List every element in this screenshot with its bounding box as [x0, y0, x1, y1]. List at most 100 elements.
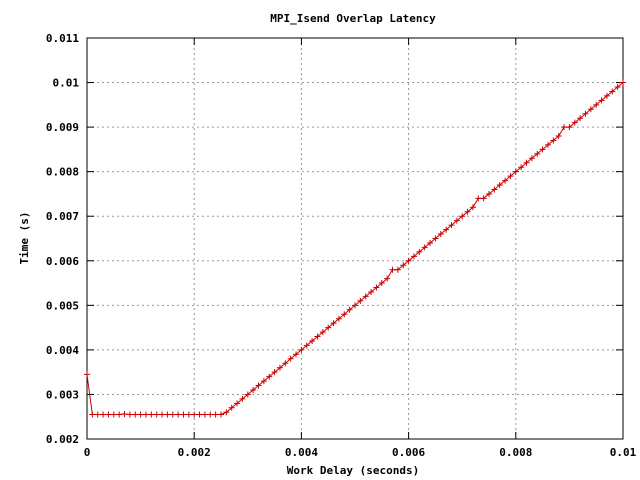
- data-point: [250, 386, 257, 393]
- data-point: [352, 302, 358, 309]
- data-point: [137, 411, 144, 418]
- data-point: [368, 288, 375, 295]
- data-point: [410, 253, 417, 260]
- data-point: [169, 411, 176, 418]
- data-point: [303, 342, 310, 349]
- data-point: [357, 297, 364, 304]
- data-point: [362, 293, 369, 300]
- data-point: [443, 226, 450, 233]
- data-point: [566, 124, 573, 131]
- data-point: [276, 364, 283, 371]
- data-point: [502, 177, 509, 184]
- data-point: [394, 266, 401, 273]
- data-point: [405, 257, 412, 264]
- data-point: [223, 409, 230, 416]
- data-point: [469, 204, 476, 211]
- y-tick-label: 0.01: [53, 77, 80, 90]
- data-point: [341, 311, 348, 318]
- data-point: [121, 411, 128, 418]
- data-point: [437, 231, 444, 238]
- data-point: [330, 320, 337, 327]
- data-point: [100, 411, 107, 418]
- data-point: [384, 275, 391, 282]
- data-point: [416, 248, 423, 255]
- data-point: [561, 124, 568, 131]
- y-tick-label: 0.002: [46, 433, 79, 446]
- data-point: [593, 101, 600, 108]
- data-point: [523, 159, 530, 166]
- data-point: [378, 280, 385, 287]
- y-axis-label: Time (s): [18, 212, 31, 265]
- data-point: [539, 146, 546, 153]
- data-point: [609, 88, 616, 95]
- data-point: [142, 411, 149, 418]
- series-layer: [84, 79, 626, 418]
- data-point: [191, 411, 198, 418]
- data-point: [491, 186, 498, 193]
- data-point: [255, 382, 262, 389]
- data-point: [544, 141, 551, 148]
- data-point: [448, 222, 455, 229]
- data-point: [175, 411, 182, 418]
- data-point: [110, 411, 117, 418]
- data-point: [201, 411, 208, 418]
- data-point: [239, 395, 246, 402]
- data-point: [234, 400, 241, 407]
- data-point: [148, 411, 155, 418]
- y-tick-label: 0.011: [46, 32, 79, 45]
- data-point: [507, 173, 514, 180]
- data-point: [603, 92, 610, 99]
- data-point: [528, 155, 535, 162]
- data-point: [459, 213, 466, 220]
- data-point: [389, 266, 396, 273]
- data-point: [212, 411, 219, 418]
- data-point: [512, 168, 519, 175]
- data-point: [196, 411, 203, 418]
- data-point: [116, 411, 123, 418]
- y-tick-label: 0.009: [46, 121, 79, 134]
- data-point: [400, 262, 407, 269]
- data-point: [105, 411, 112, 418]
- data-point: [587, 106, 594, 113]
- x-axis-ticks: 0 0.002 0.004 0.006 0.008 0.01: [84, 38, 637, 459]
- data-point: [475, 195, 482, 202]
- data-point: [207, 411, 214, 418]
- x-tick-label: 0.008: [499, 446, 532, 459]
- data-point: [282, 360, 289, 367]
- grid: [87, 38, 623, 439]
- y-axis-ticks: 0.002 0.003 0.004 0.005 0.006 0.007 0.008 0.009…: [46, 32, 623, 446]
- data-point: [496, 182, 503, 189]
- y-tick-label: 0.008: [46, 166, 79, 179]
- data-point: [132, 411, 139, 418]
- data-point: [298, 346, 305, 353]
- data-point: [266, 373, 273, 380]
- data-point: [555, 133, 562, 140]
- data-point: [94, 411, 101, 418]
- data-point: [260, 378, 267, 385]
- data-point: [346, 306, 353, 313]
- data-point: [614, 84, 621, 91]
- data-point: [598, 97, 605, 104]
- data-point: [518, 164, 525, 171]
- y-tick-label: 0.003: [46, 388, 79, 401]
- data-point: [314, 333, 321, 340]
- data-point: [244, 391, 251, 398]
- x-tick-label: 0: [84, 446, 91, 459]
- y-tick-label: 0.006: [46, 255, 79, 268]
- data-point: [620, 79, 626, 86]
- data-point: [293, 351, 300, 358]
- data-point: [309, 337, 316, 344]
- data-point: [453, 217, 460, 224]
- data-point: [534, 150, 541, 157]
- data-point: [571, 119, 578, 126]
- data-point: [180, 411, 187, 418]
- data-point: [373, 284, 380, 291]
- data-point: [84, 371, 90, 378]
- data-point: [287, 355, 294, 362]
- data-point: [159, 411, 166, 418]
- x-axis-label: Work Delay (seconds): [287, 464, 419, 477]
- data-point: [153, 411, 160, 418]
- data-point: [421, 244, 428, 251]
- data-point: [164, 411, 171, 418]
- data-point: [427, 239, 434, 246]
